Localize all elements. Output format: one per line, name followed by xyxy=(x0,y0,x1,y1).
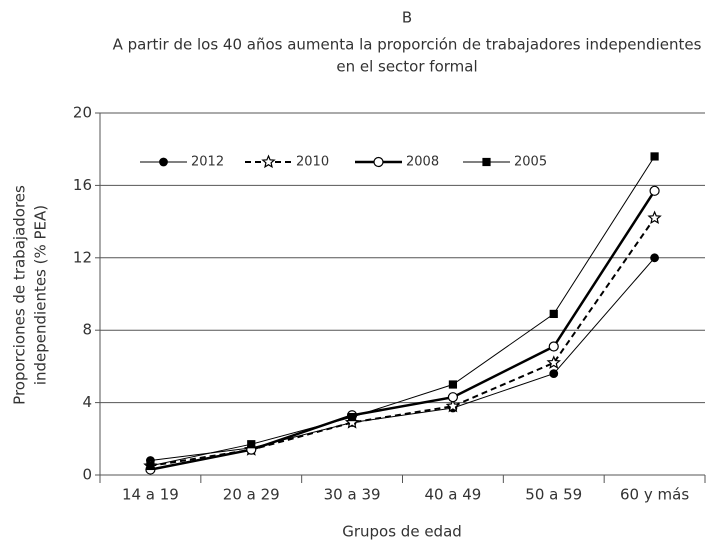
marker xyxy=(344,414,360,429)
marker xyxy=(347,412,357,422)
marker xyxy=(373,156,384,168)
y-tick-label: 12 xyxy=(73,248,92,266)
x-tick-label: 40 a 49 xyxy=(424,486,481,504)
y-tick-label: 20 xyxy=(73,104,92,122)
x-axis-label: Grupos de edad xyxy=(342,523,462,541)
marker xyxy=(549,309,558,319)
marker xyxy=(549,369,559,379)
marker xyxy=(447,392,459,403)
series-line xyxy=(150,257,655,461)
legend-label: 2008 xyxy=(406,155,439,170)
legend-label: 2012 xyxy=(191,155,224,170)
chart-title: B xyxy=(402,9,412,27)
marker xyxy=(448,380,458,389)
y-tick-label: 8 xyxy=(82,321,92,339)
chart-subtitle: A partir de los 40 años aumenta la propo… xyxy=(113,36,702,54)
x-tick-label: 20 a 29 xyxy=(223,486,280,504)
marker xyxy=(649,185,660,196)
x-tick-label: 30 a 39 xyxy=(324,486,381,504)
marker xyxy=(159,157,168,167)
marker xyxy=(146,461,155,471)
x-tick-label: 50 a 59 xyxy=(525,486,582,504)
legend-label: 2010 xyxy=(296,155,329,170)
series-line xyxy=(150,217,656,467)
y-tick-label: 0 xyxy=(82,466,92,484)
marker xyxy=(445,398,461,413)
y-axis-label: Proporciones de trabajadores xyxy=(11,185,29,405)
marker xyxy=(647,210,662,225)
chart-subtitle: en el sector formal xyxy=(336,58,477,76)
marker xyxy=(548,341,559,352)
x-tick-label: 60 y más xyxy=(620,486,689,504)
marker xyxy=(247,440,256,449)
y-axis-label: independientes (% PEA) xyxy=(32,205,50,385)
marker xyxy=(482,157,491,167)
series-line xyxy=(150,156,656,467)
series-line xyxy=(150,190,656,471)
marker xyxy=(261,154,276,169)
marker xyxy=(546,355,562,369)
marker xyxy=(650,152,659,161)
x-tick-label: 14 a 19 xyxy=(122,486,179,504)
marker xyxy=(650,253,659,263)
y-tick-label: 16 xyxy=(73,176,92,194)
y-tick-label: 4 xyxy=(82,393,92,411)
legend-label: 2005 xyxy=(514,155,547,170)
